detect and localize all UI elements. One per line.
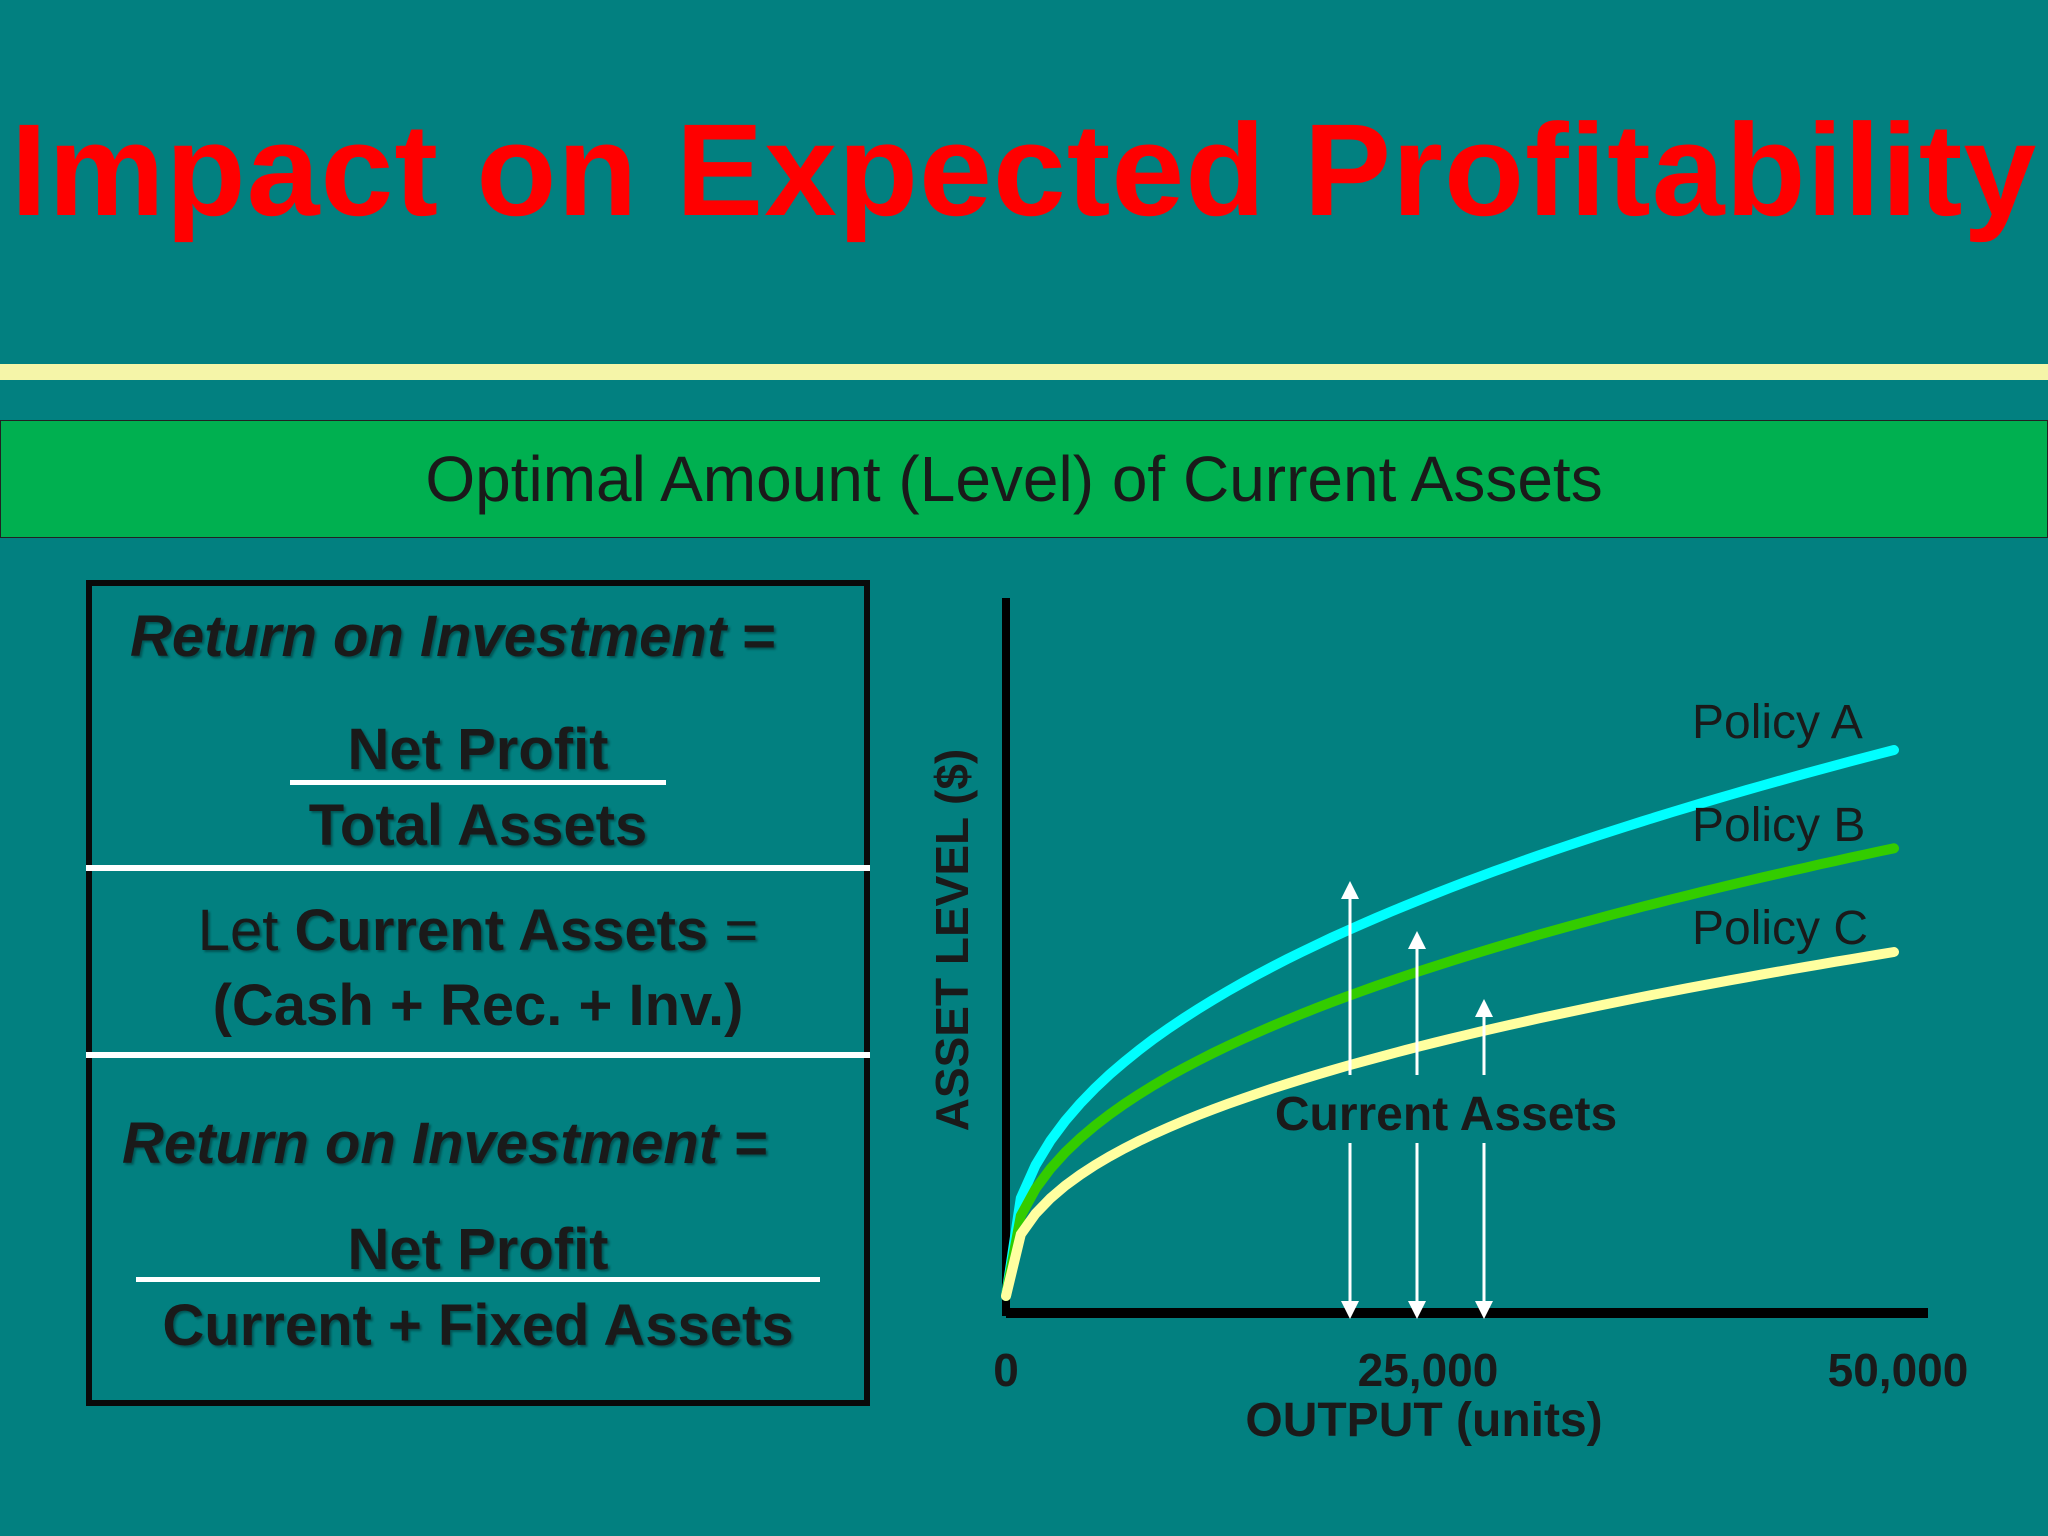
- fraction-1-denominator: Total Assets: [308, 793, 648, 858]
- x-tick-25000: 25,000: [1358, 1344, 1499, 1396]
- policy-a-curve: [1001, 745, 1899, 1301]
- policy-b-label: Policy B: [1692, 799, 1865, 852]
- page-title: Impact on Expected Profitability: [10, 96, 2038, 243]
- policy-c-label: Policy C: [1692, 902, 1868, 955]
- x-tick-0: 0: [993, 1344, 1019, 1396]
- formula-divider-2: [86, 1052, 870, 1058]
- fraction-2-bar: [136, 1277, 820, 1282]
- roi-term: Return on Investment: [130, 604, 727, 669]
- policy-b-curve: [1001, 843, 1899, 1301]
- roi-equation-2: Return on Investment =: [122, 1110, 768, 1177]
- policy-c-curve: [1001, 947, 1899, 1301]
- title-divider: [0, 364, 2048, 380]
- fraction-2-denominator: Current + Fixed Assets: [162, 1293, 794, 1358]
- y-axis-label: ASSET LEVEL ($): [926, 749, 978, 1132]
- subtitle-text: Optimal Amount (Level) of Current Assets: [425, 443, 1603, 515]
- current-assets-definition: Let Current Assets =: [86, 897, 870, 964]
- roi-term: Return on Investment: [122, 1111, 719, 1176]
- fraction-1-numerator: Net Profit: [347, 717, 609, 782]
- equals-sign: =: [742, 604, 777, 669]
- current-assets-term: Current Assets: [294, 898, 709, 963]
- subtitle-banner: Optimal Amount (Level) of Current Assets: [0, 420, 2048, 538]
- current-assets-annotation: Current Assets: [1275, 1088, 1617, 1141]
- formula-box: [86, 580, 870, 1406]
- x-axis-label: OUTPUT (units): [1245, 1394, 1602, 1447]
- fraction-1-bar: [290, 780, 666, 785]
- equals-sign: =: [734, 1111, 769, 1176]
- formula-divider-1: [86, 865, 870, 871]
- let-word: Let: [197, 898, 279, 963]
- x-tick-50000: 50,000: [1828, 1344, 1969, 1396]
- fraction-2-numerator: Net Profit: [347, 1217, 609, 1282]
- roi-equation-1: Return on Investment =: [130, 603, 776, 670]
- equals-sign: =: [724, 898, 759, 963]
- policy-a-label: Policy A: [1692, 696, 1863, 749]
- current-assets-components: (Cash + Rec. + Inv.): [212, 973, 744, 1038]
